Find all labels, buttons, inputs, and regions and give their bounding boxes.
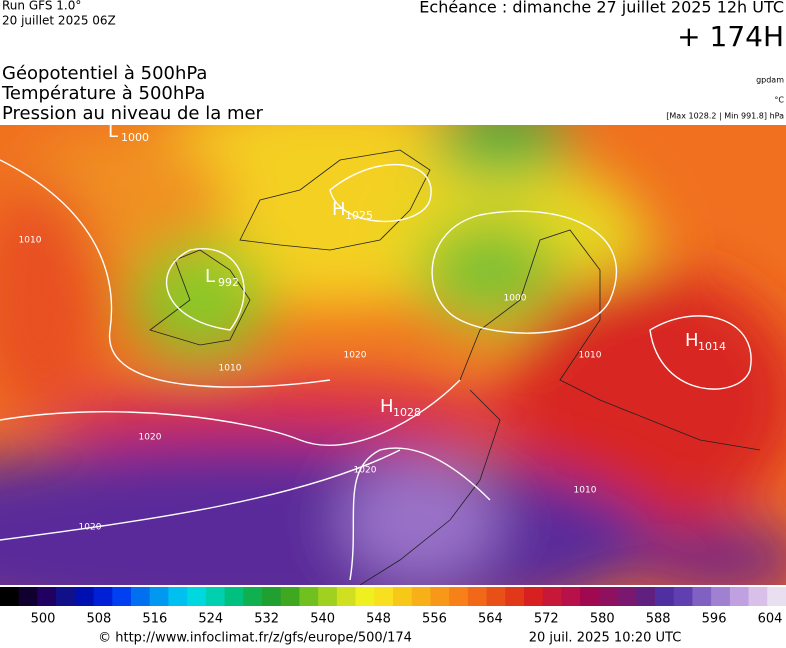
colorbar-label: 548 [366,612,391,627]
field: Géopotentiel à 500hPa [2,63,207,84]
color-swatch [411,587,431,606]
color-swatch [449,587,469,606]
colorbar-label: 516 [142,612,167,627]
color-swatch [617,587,637,606]
color-swatch [131,587,151,606]
center-letter: H [685,330,699,351]
colorbar-label: 524 [198,612,223,627]
color-swatch [336,587,357,606]
colorbar-label: 564 [478,612,503,627]
center-letter: L [205,266,215,287]
color-swatch [280,587,300,606]
color-swatch [187,587,207,606]
center-value: 1028 [393,406,421,419]
center-value: 1000 [121,131,149,144]
color-swatch [149,587,169,606]
color-swatch [655,587,675,606]
isobar-label: 1020 [139,433,162,443]
color-swatch [542,587,562,606]
isobar-label: 1010 [579,351,602,361]
color-swatch [37,587,57,606]
center-letter: L [108,121,118,142]
isobar-label: 1000 [504,294,527,304]
color-swatch [711,587,731,606]
map [0,125,786,585]
color-swatch [767,587,786,606]
color-swatch [598,587,619,606]
colorbar-label: 604 [758,612,783,627]
color-swatch [93,587,113,606]
color-swatch [168,587,188,606]
colorbar-label: 596 [702,612,727,627]
source: © http://www.infoclimat.fr/z/gfs/europe/… [98,631,412,646]
color-swatch [692,587,712,606]
unit: °C [774,96,784,105]
isobar-label: 1010 [219,364,242,374]
color-swatch [0,587,20,606]
generated: 20 juil. 2025 10:20 UTC [529,631,682,646]
color-swatch [355,587,375,606]
center-value: 1025 [345,209,373,222]
color-swatch [299,587,319,606]
color-swatch [243,587,263,606]
color-swatch [636,587,656,606]
color-swatch [430,587,450,606]
color-swatch [393,587,413,606]
color-swatch [205,587,226,606]
color-swatch [56,587,76,606]
color-swatch [112,587,132,606]
lead-time: + 174H [677,20,784,53]
color-swatch [748,587,768,606]
color-swatch [224,587,244,606]
center-value: 1014 [698,340,726,353]
colorbar-label: 508 [87,612,112,627]
colorbar-label: 580 [590,612,615,627]
colorbar-label: 572 [534,612,559,627]
isobar-label: 1010 [574,486,597,496]
unit: gpdam [756,76,784,85]
color-swatch [74,587,95,606]
color-swatch [505,587,525,606]
center-letter: H [332,199,346,220]
run-date: 20 juillet 2025 06Z [2,14,116,28]
color-swatch [673,587,693,606]
color-swatch [580,587,600,606]
field: Température à 500hPa [1,83,205,104]
color-swatch [486,587,506,606]
colorbar-label: 588 [646,612,671,627]
color-swatch [374,587,394,606]
colorbar-label: 556 [422,612,447,627]
color-swatch [18,587,38,606]
isobar-label: 1020 [344,351,367,361]
colorbar-label: 540 [310,612,335,627]
color-swatch [262,587,282,606]
colorbar-label: 532 [254,612,279,627]
color-swatch [524,587,544,606]
color-swatch [561,587,581,606]
valid-time: Echéance : dimanche 27 juillet 2025 12h … [419,0,784,17]
isobar-label: 1020 [79,523,102,533]
center-value: 992 [218,276,239,289]
color-swatch [318,587,338,606]
isobar-label: 1010 [19,236,42,246]
isobar-label: 1020 [354,466,377,476]
pressure-range: [Max 1028.2 | Min 991.8] hPa [666,112,784,121]
center-letter: H [380,396,394,417]
color-swatch [467,587,488,606]
colorbar-label: 500 [31,612,56,627]
field: Pression au niveau de la mer [2,103,264,124]
color-swatch [729,587,750,606]
run: Run GFS 1.0° [2,0,81,13]
